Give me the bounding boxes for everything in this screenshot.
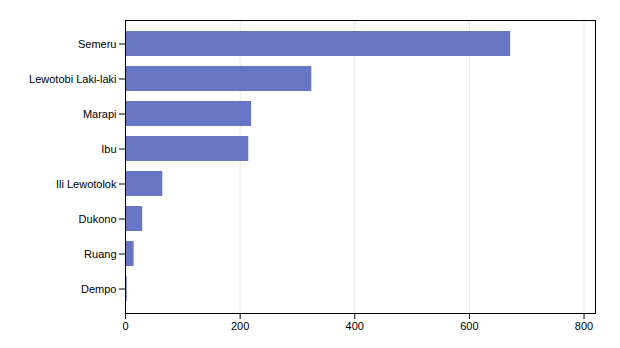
- svg-text:800: 800: [575, 320, 593, 332]
- svg-text:600: 600: [460, 320, 478, 332]
- svg-text:Semeru: Semeru: [78, 38, 117, 50]
- svg-text:Dukono: Dukono: [79, 213, 117, 225]
- svg-text:0: 0: [122, 320, 128, 332]
- svg-text:Marapi: Marapi: [83, 108, 117, 120]
- svg-text:Lewotobi Laki-laki: Lewotobi Laki-laki: [29, 73, 116, 85]
- svg-text:Ili Lewotolok: Ili Lewotolok: [56, 178, 117, 190]
- svg-text:400: 400: [346, 320, 364, 332]
- svg-text:Dempo: Dempo: [81, 283, 116, 295]
- svg-text:Ibu: Ibu: [101, 143, 116, 155]
- svg-text:200: 200: [231, 320, 249, 332]
- svg-text:Ruang: Ruang: [84, 248, 116, 260]
